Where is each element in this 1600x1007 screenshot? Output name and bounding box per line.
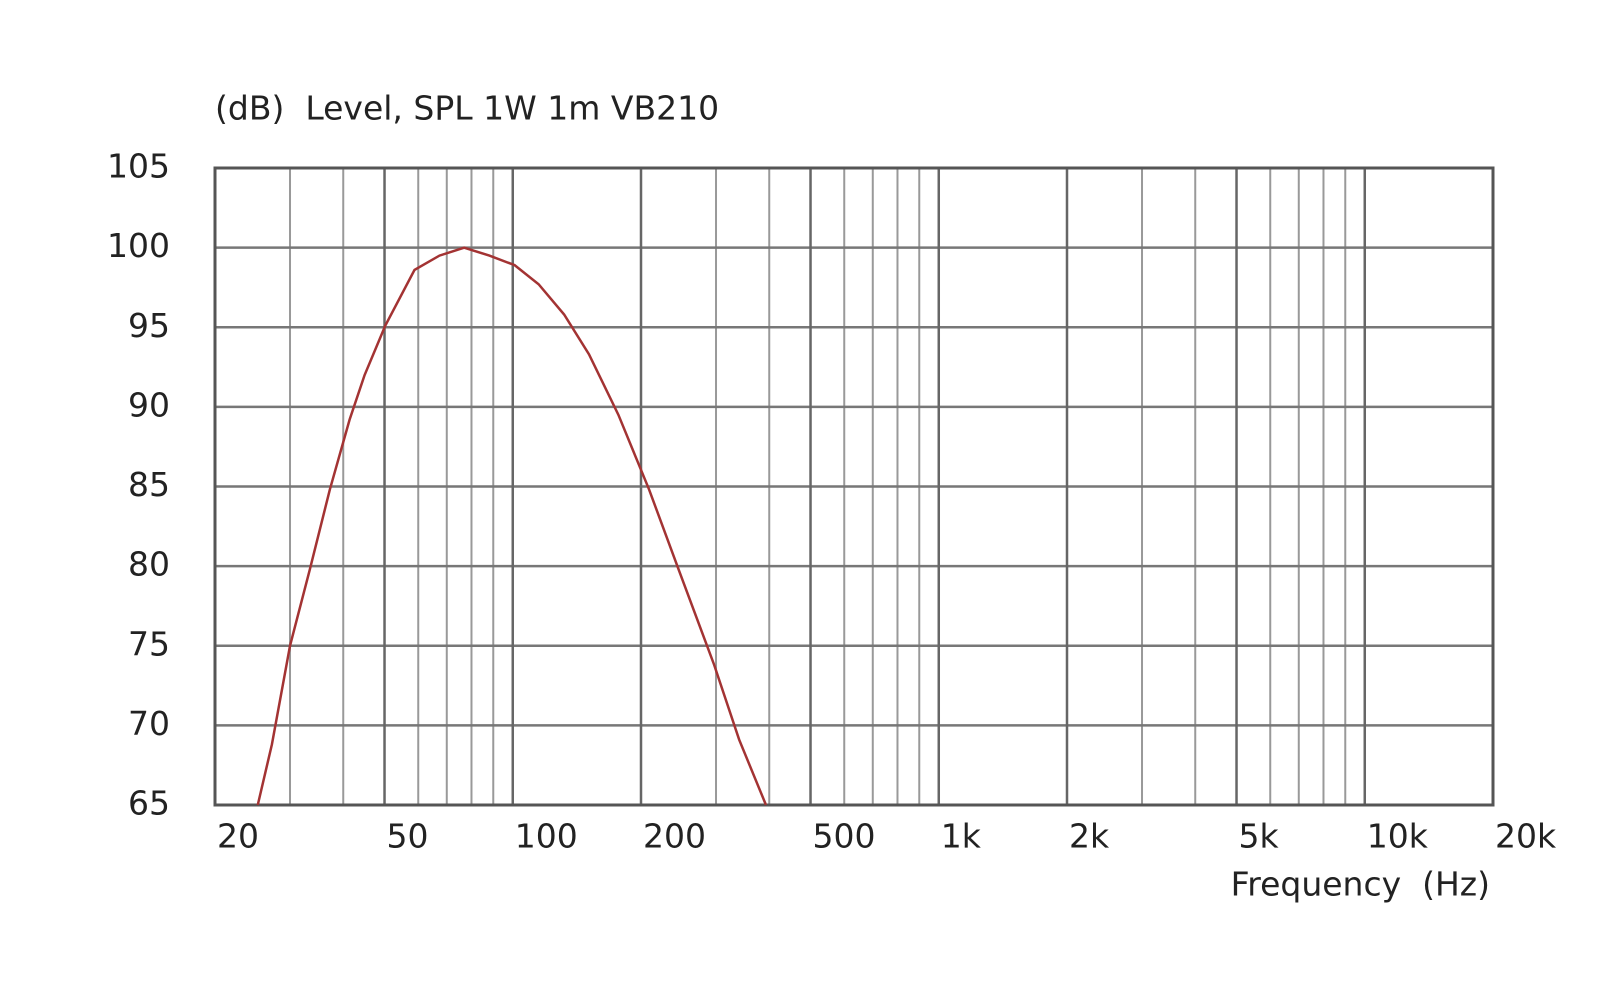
x-tick-label: 100	[515, 817, 578, 856]
y-tick-label: 65	[128, 784, 170, 823]
y-tick-label: 105	[107, 147, 170, 186]
x-tick-label: 20k	[1495, 817, 1557, 856]
y-tick-label: 80	[128, 545, 170, 584]
y-tick-label: 75	[128, 624, 170, 663]
x-tick-label: 20	[217, 817, 259, 856]
y-tick-label: 85	[128, 465, 170, 504]
y-tick-label: 70	[128, 704, 170, 743]
y-tick-label: 90	[128, 385, 170, 424]
x-tick-label: 500	[813, 817, 876, 856]
y-tick-label: 95	[128, 306, 170, 345]
chart-title: (dB) Level, SPL 1W 1m VB210	[215, 89, 719, 128]
x-axis-label: Frequency (Hz)	[1231, 865, 1490, 904]
x-tick-label: 5k	[1239, 817, 1280, 856]
x-tick-label: 50	[387, 817, 429, 856]
y-tick-label: 100	[107, 226, 170, 265]
x-tick-label: 200	[643, 817, 706, 856]
x-tick-label: 2k	[1069, 817, 1110, 856]
x-tick-label: 10k	[1367, 817, 1429, 856]
x-tick-label: 1k	[941, 817, 982, 856]
line-series	[256, 246, 768, 806]
plot-frame	[213, 166, 1495, 807]
